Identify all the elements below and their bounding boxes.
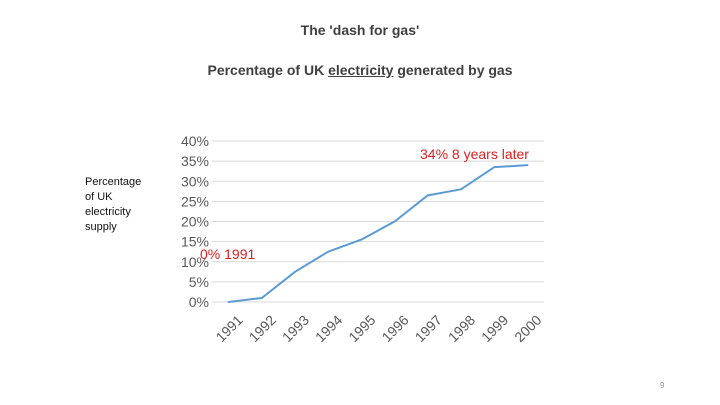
data-point (493, 166, 496, 169)
data-point (327, 250, 330, 253)
y-tick-label: 0% (189, 294, 209, 310)
slide-subtitle: Percentage of UK electricity generated b… (0, 62, 720, 78)
y-caption-line: of UK (85, 191, 113, 203)
chart-annotation: 34% 8 years later (420, 146, 529, 162)
data-point (426, 194, 429, 197)
x-tick-label: 1995 (345, 312, 378, 345)
x-tick-label: 1993 (279, 312, 312, 345)
series-line (228, 164, 528, 303)
annotations: 0% 1991 34% 8 years later (200, 146, 529, 262)
y-tick-label: 15% (181, 234, 209, 250)
page-number: 9 (660, 381, 665, 390)
series-layer (227, 164, 529, 303)
y-caption-line: Percentage (85, 176, 142, 188)
y-tick-label: 20% (181, 214, 209, 230)
subtitle-underlined-word: electricity (328, 62, 394, 78)
data-point (360, 238, 363, 241)
x-tick-label: 2000 (511, 312, 544, 345)
x-tick-label: 1999 (478, 312, 511, 345)
y-tick-label: 5% (189, 274, 209, 290)
data-point (393, 220, 396, 223)
x-axis-ticks: 1991 1992 1993 1994 1995 1996 1997 1998 1999 2000 (212, 312, 544, 345)
grid-lines (212, 140, 544, 303)
y-tick-label: 10% (181, 254, 209, 270)
y-tick-label: 30% (181, 173, 209, 189)
x-tick-label: 1992 (246, 312, 279, 345)
subtitle-suffix: generated by gas (393, 62, 513, 78)
x-tick-label: 1997 (412, 312, 445, 345)
x-tick-label: 1994 (312, 312, 345, 345)
data-point (260, 296, 263, 299)
x-tick-label: 1996 (378, 312, 411, 345)
chart-annotation: 0% 1991 (200, 246, 255, 262)
x-tick-label: 1998 (445, 312, 478, 345)
y-tick-label: 40% (181, 133, 209, 149)
y-axis-caption: Percentage of UK electricity supply (85, 175, 165, 235)
slide-title: The 'dash for gas' (300, 22, 420, 38)
data-point (227, 301, 230, 303)
y-tick-label: 35% (181, 153, 209, 169)
y-caption-line: electricity (85, 206, 131, 218)
y-axis-ticks: 0% 5% 10% 15% 20% 25% 30% 35% 40% (181, 133, 209, 310)
data-point (460, 188, 462, 191)
x-tick-label: 1991 (212, 312, 245, 345)
y-caption-line: supply (85, 221, 117, 233)
data-point (294, 270, 296, 273)
data-point (526, 164, 529, 167)
y-tick-label: 25% (181, 193, 209, 209)
subtitle-prefix: Percentage of UK (207, 62, 329, 78)
